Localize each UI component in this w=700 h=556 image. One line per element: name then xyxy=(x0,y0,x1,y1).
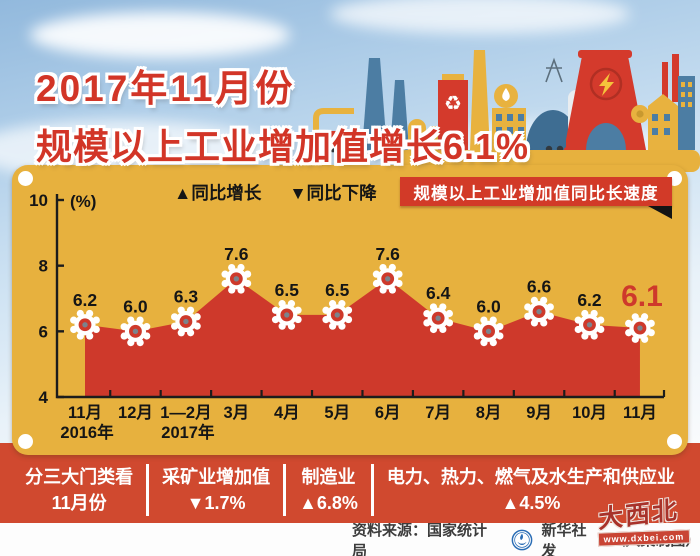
gear-marker xyxy=(322,300,353,330)
svg-text:7月: 7月 xyxy=(425,403,451,422)
svg-text:6.2: 6.2 xyxy=(73,290,98,310)
svg-text:6.0: 6.0 xyxy=(476,296,501,316)
gear-marker xyxy=(524,296,554,327)
svg-text:9月: 9月 xyxy=(526,403,552,422)
svg-text:11月: 11月 xyxy=(68,403,102,422)
gear-marker xyxy=(625,313,655,343)
source-text: 资料来源：国家统计局 xyxy=(352,521,488,556)
xinhua-logo-icon xyxy=(511,529,532,550)
rivet-decoration xyxy=(18,171,33,186)
rivet-decoration xyxy=(18,434,33,449)
svg-text:7.6: 7.6 xyxy=(376,244,401,264)
svg-text:6.4: 6.4 xyxy=(426,283,451,303)
band-column-utilities: 电力、热力、燃气及水生产和供应业 ▲4.5% xyxy=(386,467,675,513)
svg-text:6.2: 6.2 xyxy=(577,290,602,310)
credit-text: 新华社发 xyxy=(541,521,587,556)
gear-marker xyxy=(221,263,252,294)
cloud xyxy=(330,0,630,34)
band-column-manufacturing: 制造业 ▲6.8% xyxy=(299,467,358,513)
svg-text:8: 8 xyxy=(39,257,48,276)
divider xyxy=(283,464,287,516)
gear-marker xyxy=(574,309,605,340)
svg-text:6.0: 6.0 xyxy=(123,296,148,316)
svg-text:4: 4 xyxy=(39,388,49,407)
svg-text:6月: 6月 xyxy=(375,403,401,422)
svg-text:10: 10 xyxy=(29,191,48,210)
category-band: 分三大门类看 11月份 采矿业增加值 ▼1.7% 制造业 ▲6.8% 电力、热力… xyxy=(0,443,700,523)
svg-text:12月: 12月 xyxy=(118,403,153,422)
svg-text:2017年: 2017年 xyxy=(161,422,215,442)
svg-text:11月: 11月 xyxy=(623,403,657,422)
gear-marker xyxy=(423,303,454,334)
chart-title-badge: 规模以上工业增加值同比长速度 xyxy=(400,177,672,206)
svg-text:5月: 5月 xyxy=(324,403,350,422)
title-line-2: 规模以上工业增加值增长6.1% xyxy=(36,126,530,167)
band-column-overview: 分三大门类看 11月份 xyxy=(25,467,134,513)
chart-panel: ▲同比增长 ▼同比下降 规模以上工业增加值同比长速度 4 6 8 10 (%) 11月 12… xyxy=(12,165,688,455)
svg-text:10月: 10月 xyxy=(572,403,607,422)
svg-text:6.3: 6.3 xyxy=(174,286,199,306)
title-line-1: 2017年11月份 xyxy=(36,68,296,109)
svg-text:7.6: 7.6 xyxy=(224,244,249,264)
legend-down-label: ▼同比下降 xyxy=(289,183,377,203)
svg-text:6.5: 6.5 xyxy=(325,280,350,300)
footer: 资料来源：国家统计局 新华社发 （大巢制图） xyxy=(0,522,700,556)
gear-marker xyxy=(70,309,100,340)
divider xyxy=(370,464,374,516)
gear-marker xyxy=(120,316,151,347)
legend-up-label: ▲同比增长 xyxy=(174,183,262,203)
rivet-decoration xyxy=(667,434,682,449)
svg-text:6.1: 6.1 xyxy=(621,280,663,313)
gear-marker xyxy=(372,263,403,294)
gear-marker xyxy=(473,316,504,347)
cloud xyxy=(30,12,290,58)
svg-text:(%): (%) xyxy=(70,192,96,211)
band-column-mining: 采矿业增加值 ▼1.7% xyxy=(162,467,271,513)
divider xyxy=(146,464,150,516)
truck-icon xyxy=(312,131,339,153)
chart-legend: ▲同比增长 ▼同比下降 xyxy=(174,180,377,205)
svg-text:1—2月: 1—2月 xyxy=(160,403,211,422)
credit-note: （大巢制图） xyxy=(610,532,700,549)
svg-text:♻: ♻ xyxy=(444,93,462,115)
svg-text:4月: 4月 xyxy=(274,403,300,422)
gear-marker xyxy=(271,300,302,330)
svg-text:6.6: 6.6 xyxy=(527,277,552,297)
svg-text:3月: 3月 xyxy=(224,403,250,422)
page-title: 2017年11月份 规模以上工业增加值增长6.1% xyxy=(36,58,529,170)
svg-text:8月: 8月 xyxy=(476,403,502,422)
gear-marker xyxy=(171,306,201,337)
svg-text:2016年: 2016年 xyxy=(60,422,114,442)
svg-text:6: 6 xyxy=(39,322,48,341)
svg-text:6.5: 6.5 xyxy=(275,280,300,300)
